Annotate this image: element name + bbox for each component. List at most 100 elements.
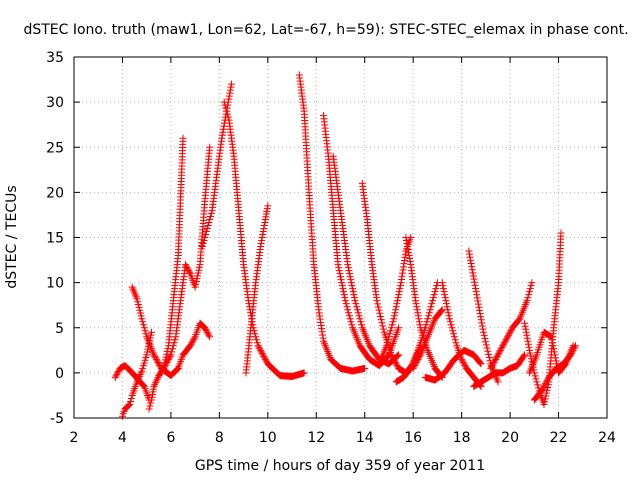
data-point [415, 318, 423, 326]
data-point [402, 234, 410, 241]
data-point [492, 355, 500, 363]
data-point [164, 355, 172, 363]
data-point [259, 227, 267, 235]
data-point [488, 363, 496, 371]
data-point [388, 352, 396, 360]
data-point [392, 303, 400, 311]
x-tick-label: 16 [404, 430, 422, 446]
data-point [466, 253, 474, 261]
data-point [339, 285, 347, 293]
data-point [146, 402, 154, 410]
data-point [482, 338, 490, 346]
grid [74, 57, 607, 418]
data-point [201, 234, 209, 241]
data-point [184, 265, 192, 273]
data-point [257, 346, 265, 354]
data-point [337, 273, 344, 281]
data-point [505, 330, 513, 338]
data-point [361, 364, 369, 372]
data-point [200, 237, 208, 245]
series-arc-15 [392, 279, 441, 386]
data-point [460, 360, 468, 368]
data-point [148, 328, 156, 336]
data-point [442, 297, 450, 305]
data-point [137, 312, 145, 320]
data-point [446, 318, 454, 326]
data-point [488, 361, 496, 369]
data-point [521, 351, 529, 359]
data-point [405, 249, 413, 257]
data-point [531, 372, 539, 380]
data-point [444, 306, 452, 314]
data-point [465, 247, 473, 255]
data-point [472, 285, 480, 293]
data-point [157, 369, 165, 377]
data-point [166, 352, 174, 360]
data-point [126, 400, 134, 408]
series-arc-20 [465, 247, 502, 386]
data-point [190, 334, 198, 342]
data-point [202, 327, 210, 335]
data-point [259, 351, 267, 359]
data-point [344, 306, 352, 314]
data-point [496, 348, 504, 356]
data-point [389, 318, 397, 326]
data-point [254, 342, 262, 350]
data-point [335, 264, 343, 272]
data-point [337, 276, 345, 284]
data-point [478, 319, 486, 327]
data-point [404, 246, 412, 254]
data-point [459, 358, 467, 366]
data-point [406, 365, 414, 373]
data-point [532, 375, 540, 383]
data-point [452, 339, 460, 347]
data-point [484, 347, 492, 355]
data-point [416, 352, 424, 360]
data-point [500, 339, 508, 347]
data-point [520, 352, 528, 360]
data-point [534, 381, 542, 389]
data-point [135, 303, 143, 311]
data-point [139, 318, 147, 326]
data-point [374, 303, 382, 311]
data-point [338, 279, 346, 287]
data-point [391, 309, 399, 317]
data-point [348, 282, 356, 290]
data-point [396, 282, 404, 290]
y-tick-labels: -5 0 5 10 15 20 25 30 35 [46, 50, 64, 427]
data-point [525, 291, 533, 299]
data-point [140, 324, 148, 332]
data-point [480, 331, 488, 339]
data-point [533, 378, 541, 386]
data-point [346, 270, 354, 278]
data-point [392, 360, 400, 368]
data-point [495, 349, 503, 357]
x-axis-label: GPS time / hours of day 359 of year 2011 [195, 458, 485, 474]
data-point [205, 331, 213, 339]
data-point [406, 258, 414, 266]
data-point [485, 354, 493, 362]
data-point [202, 227, 210, 235]
data-point [225, 92, 233, 100]
data-point [138, 315, 146, 323]
data-point [134, 298, 142, 306]
data-point [349, 288, 357, 296]
data-point [151, 381, 159, 389]
data-point [430, 291, 438, 299]
data-point [260, 221, 268, 229]
data-point [336, 270, 344, 278]
data-point [473, 294, 481, 302]
data-point [181, 261, 189, 269]
data-point [226, 89, 234, 97]
data-point [374, 300, 382, 308]
data-point [485, 350, 493, 358]
data-point [262, 357, 270, 365]
data-point [569, 346, 577, 354]
data-point [347, 279, 355, 287]
data-point [220, 98, 228, 106]
data-point [526, 285, 534, 293]
data-point [162, 360, 170, 368]
data-point [378, 319, 386, 327]
data-point [147, 399, 155, 407]
data-point [440, 288, 448, 296]
